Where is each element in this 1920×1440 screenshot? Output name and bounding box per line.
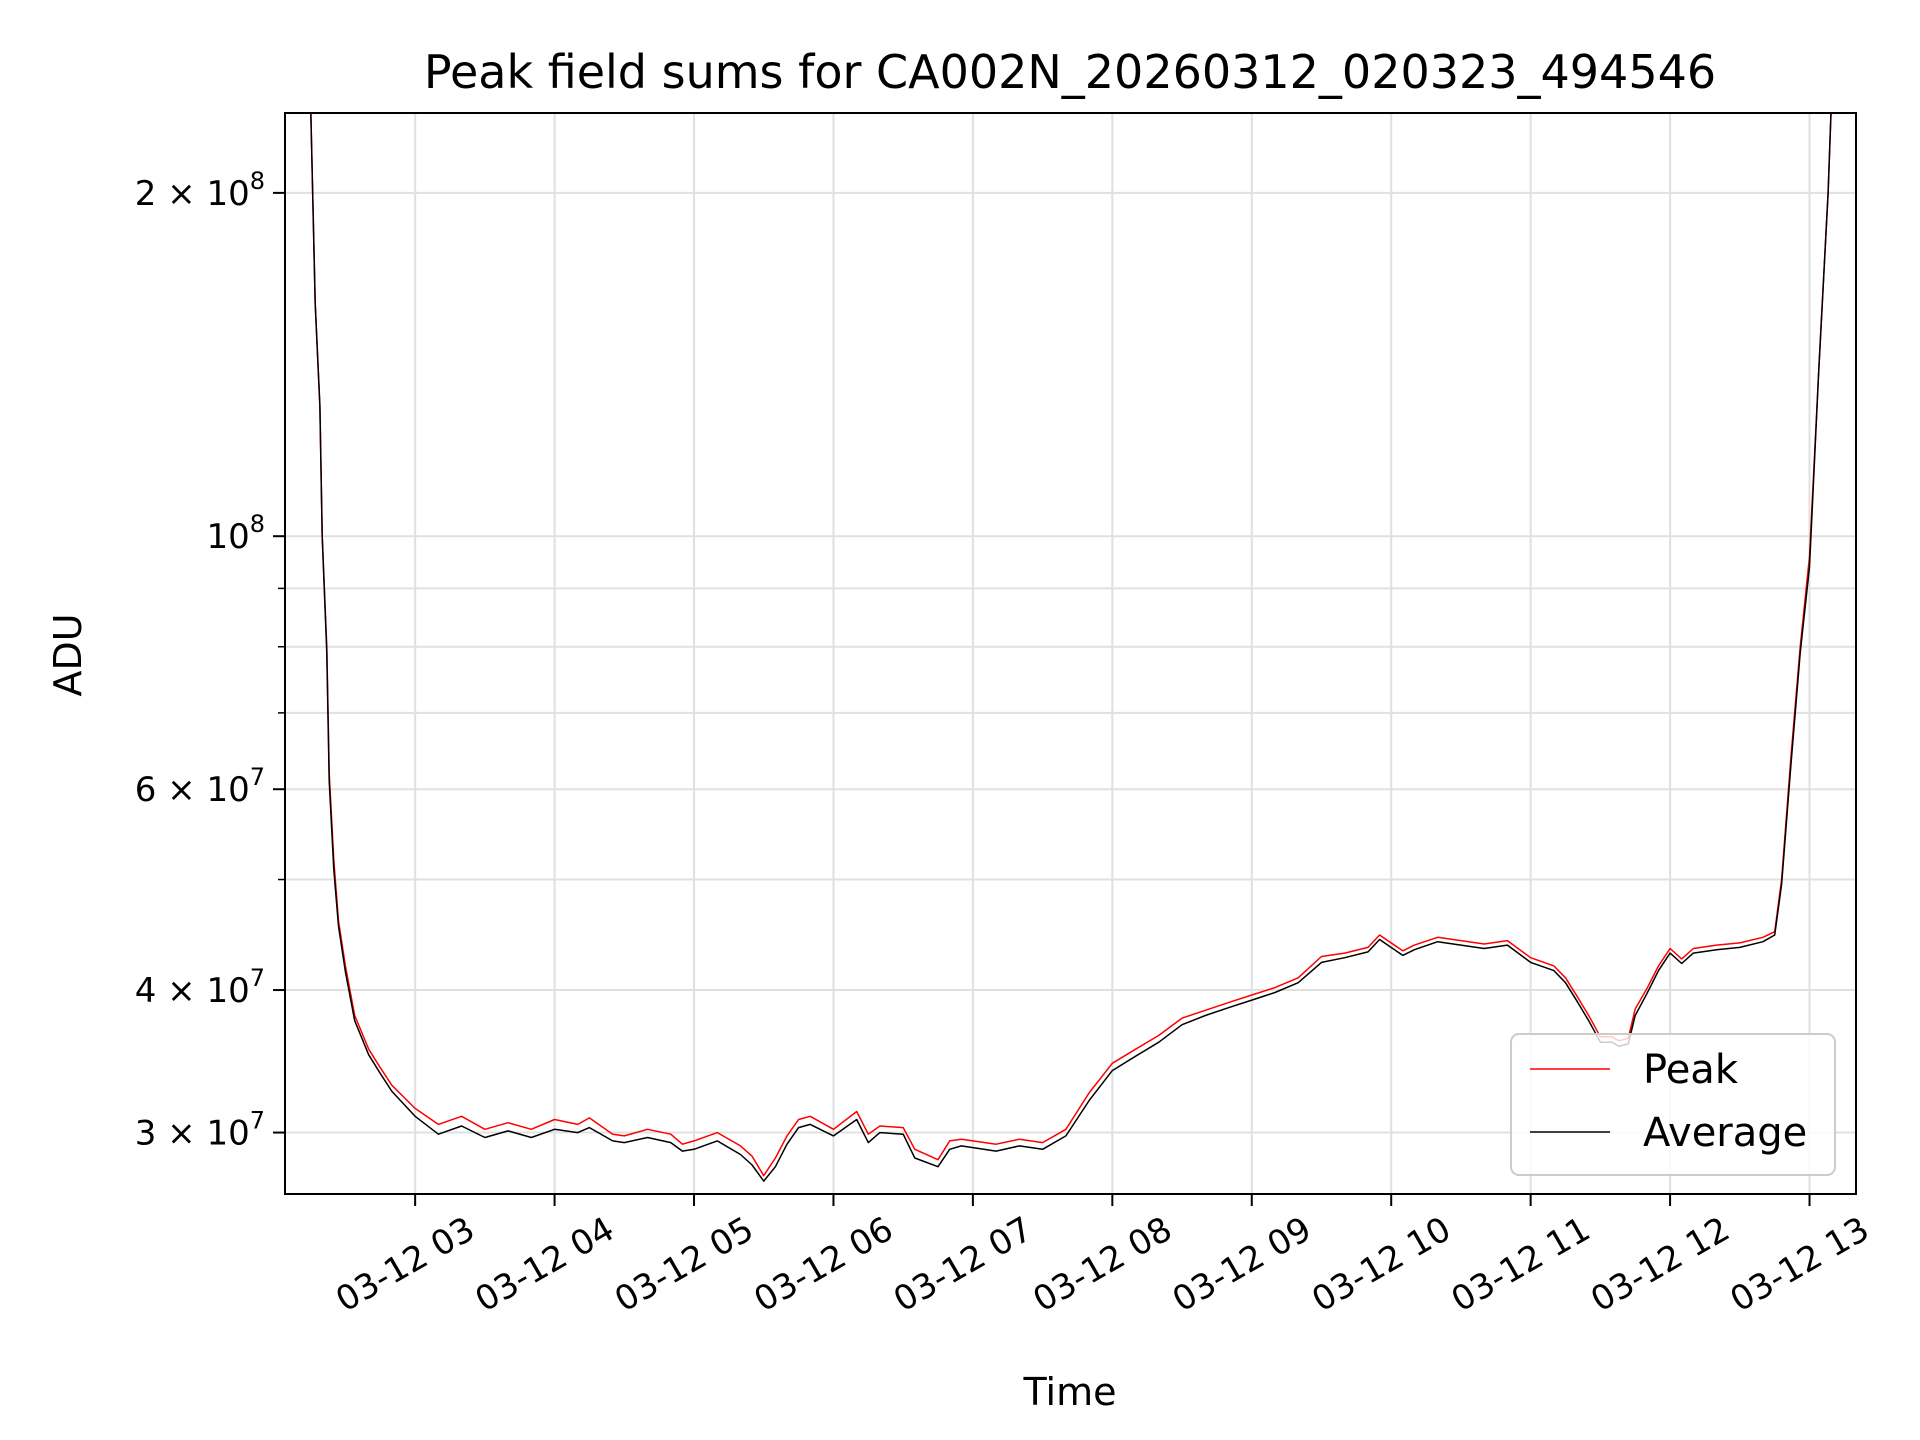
x-tick-label: 03-12 10 bbox=[1305, 1209, 1457, 1320]
y-axis-label: ADU bbox=[46, 613, 90, 696]
series-line-peak bbox=[310, 113, 1832, 1177]
y-tick-label: 2 × 108 bbox=[135, 167, 265, 214]
x-tick-label: 03-12 06 bbox=[748, 1209, 900, 1320]
x-tick-label: 03-12 11 bbox=[1445, 1209, 1597, 1320]
x-tick-label: 03-12 04 bbox=[469, 1209, 621, 1320]
legend: Peak Average bbox=[1510, 1033, 1836, 1176]
x-axis-label: Time bbox=[1023, 1370, 1117, 1414]
plot-frame bbox=[284, 112, 1857, 1195]
y-axis-ticks: 3 × 107 4 × 107 6 × 107 108 2 × 108 bbox=[135, 167, 285, 1154]
y-tick-label: 4 × 107 bbox=[135, 964, 265, 1011]
x-tick-label: 03-12 03 bbox=[329, 1209, 481, 1320]
series-line-average bbox=[310, 113, 1832, 1182]
y-tick-label: 6 × 107 bbox=[135, 763, 265, 810]
legend-label-peak: Peak bbox=[1643, 1047, 1739, 1093]
x-tick-label: 03-12 07 bbox=[887, 1209, 1039, 1320]
grid-lines bbox=[285, 113, 1856, 1194]
x-tick-label: 03-12 12 bbox=[1584, 1209, 1736, 1320]
x-tick-label: 03-12 08 bbox=[1026, 1209, 1178, 1320]
x-tick-label: 03-12 13 bbox=[1724, 1209, 1876, 1320]
y-tick-label: 108 bbox=[206, 510, 265, 557]
x-tick-label: 03-12 05 bbox=[608, 1209, 760, 1320]
x-tick-label: 03-12 09 bbox=[1166, 1209, 1318, 1320]
legend-label-average: Average bbox=[1643, 1110, 1807, 1156]
series-layer bbox=[310, 113, 1832, 1182]
chart-title: Peak field sums for CA002N_20260312_0203… bbox=[424, 45, 1716, 99]
y-tick-label: 3 × 107 bbox=[135, 1107, 265, 1154]
